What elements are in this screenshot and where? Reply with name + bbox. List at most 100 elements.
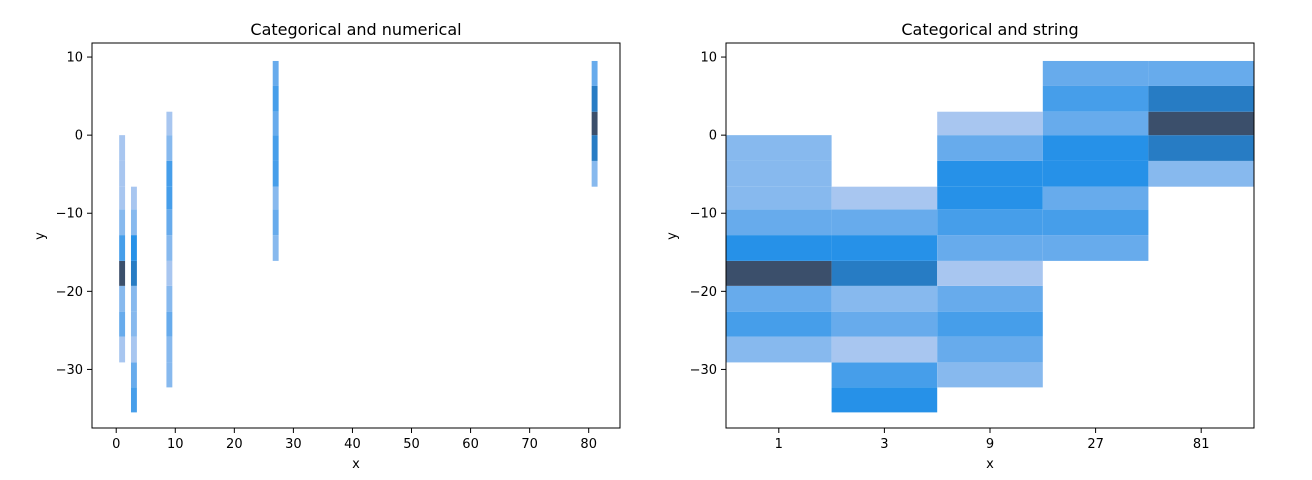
- histogram-cell: [272, 85, 279, 112]
- histogram-cell: [166, 186, 173, 210]
- y-axis-label: y: [33, 232, 48, 240]
- y-tick-label: −10: [690, 207, 717, 222]
- histogram-cell: [1148, 135, 1254, 161]
- histogram-cell: [1148, 160, 1254, 187]
- histogram-cell: [1148, 85, 1254, 112]
- histogram-cell: [119, 135, 126, 161]
- x-tick-label: 30: [285, 437, 302, 452]
- histogram-cell: [166, 260, 173, 286]
- plot-frame: [91, 42, 621, 429]
- histogram-cell: [272, 235, 279, 261]
- x-tick-label: 20: [226, 437, 243, 452]
- x-tick-label: 81: [1193, 437, 1210, 452]
- x-tick-label: 50: [403, 437, 420, 452]
- histogram-cell: [937, 336, 1043, 363]
- histogram-cell: [726, 336, 832, 363]
- x-tick-label: 9: [986, 437, 994, 452]
- histogram-cell: [1042, 111, 1149, 136]
- histogram-cell: [937, 285, 1043, 312]
- histogram-cell: [1042, 160, 1149, 187]
- histogram-cell: [119, 209, 126, 236]
- panel-categorical-numerical: Categorical and numerical 0 10 20 30 40 50 60 7…: [33, 20, 621, 472]
- y-tick-label: −30: [56, 363, 83, 378]
- histogram-cell: [130, 285, 137, 312]
- panel-categorical-string: Categorical and string 1 3 9 27 81 10 0 −10 −20…: [665, 20, 1255, 472]
- histogram-cell: [591, 111, 598, 136]
- histogram-cell: [166, 209, 173, 236]
- histogram-cell: [831, 362, 938, 388]
- histogram-cell: [130, 260, 137, 286]
- y-axis-ticks: 10 0 −10 −20 −30: [56, 51, 92, 378]
- histogram-cell: [119, 260, 126, 286]
- histogram-cell: [166, 135, 173, 161]
- histogram-cell: [937, 260, 1043, 286]
- histogram-cell: [726, 235, 832, 261]
- x-tick-label: 10: [167, 437, 184, 452]
- histogram-cell: [937, 209, 1043, 236]
- histogram-cell: [937, 160, 1043, 187]
- histogram-cell: [831, 336, 938, 363]
- histogram-cell: [166, 111, 173, 136]
- y-axis-ticks: 10 0 −10 −20 −30: [690, 51, 726, 378]
- y-tick-label: −20: [690, 285, 717, 300]
- histogram-cell: [272, 135, 279, 161]
- histogram-cell: [166, 336, 173, 363]
- histogram-cell: [591, 160, 598, 187]
- histogram-cell: [130, 362, 137, 388]
- histogram-cell: [831, 285, 938, 312]
- histogram-cell: [130, 387, 137, 413]
- histogram-cell: [166, 311, 173, 337]
- y-tick-label: 0: [709, 129, 717, 144]
- histogram-cell: [272, 160, 279, 187]
- histogram-cell: [130, 209, 137, 236]
- x-axis-label: x: [352, 457, 360, 472]
- histogram-cells: [119, 60, 598, 413]
- histogram-cell: [831, 186, 938, 210]
- histogram-cell: [831, 235, 938, 261]
- histogram-cell: [272, 60, 279, 86]
- histogram-cell: [1042, 186, 1149, 210]
- x-tick-label: 40: [344, 437, 361, 452]
- chart-title: Categorical and numerical: [250, 20, 461, 39]
- histogram-cell: [272, 111, 279, 136]
- x-tick-label: 1: [775, 437, 783, 452]
- histogram-cell: [1042, 135, 1149, 161]
- histogram-cell: [831, 311, 938, 337]
- histogram-cell: [1042, 60, 1149, 86]
- histogram-cell: [119, 311, 126, 337]
- histogram-cell: [130, 186, 137, 210]
- histogram-cell: [1148, 60, 1254, 86]
- histogram-cell: [130, 235, 137, 261]
- y-tick-label: 10: [66, 51, 83, 66]
- histogram-cell: [726, 209, 832, 236]
- histogram-cell: [166, 285, 173, 312]
- histogram-cell: [591, 85, 598, 112]
- histogram-cell: [130, 311, 137, 337]
- histogram-cell: [726, 135, 832, 161]
- histogram-cell: [726, 260, 832, 286]
- histogram-cell: [130, 336, 137, 363]
- x-tick-label: 60: [462, 437, 479, 452]
- histogram-cell: [937, 235, 1043, 261]
- histogram-cell: [1042, 85, 1149, 112]
- histogram-cell: [272, 186, 279, 210]
- histogram-cell: [726, 285, 832, 312]
- histogram-cell: [937, 135, 1043, 161]
- chart-title: Categorical and string: [901, 20, 1078, 39]
- histogram-cell: [591, 135, 598, 161]
- histogram-cell: [1148, 111, 1254, 136]
- histogram-cell: [119, 285, 126, 312]
- histogram-cell: [1042, 235, 1149, 261]
- x-axis-ticks: 1 3 9 27 81: [775, 428, 1210, 452]
- y-tick-label: 0: [75, 129, 83, 144]
- histogram-cell: [831, 260, 938, 286]
- y-tick-label: −30: [690, 363, 717, 378]
- histogram-cell: [726, 160, 832, 187]
- x-axis-ticks: 0 10 20 30 40 50 60 70 80: [112, 428, 597, 452]
- histogram-cell: [1042, 209, 1149, 236]
- x-tick-label: 70: [521, 437, 538, 452]
- histogram-cell: [726, 186, 832, 210]
- histogram-cell: [272, 209, 279, 236]
- histogram-cell: [831, 387, 938, 413]
